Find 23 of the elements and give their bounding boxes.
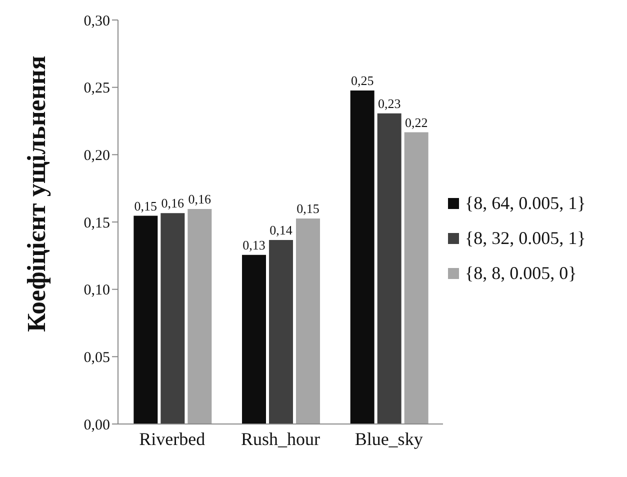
y-tick-label: 0,00: [84, 417, 110, 434]
x-tick-label: Riverbed: [139, 428, 206, 449]
data-label: 0,14: [270, 222, 293, 238]
data-label: 0,15: [296, 200, 320, 216]
legend-label: {8, 64, 0.005, 1}: [465, 193, 586, 214]
data-label: 0,16: [161, 196, 185, 211]
y-tick-label: 0,05: [84, 350, 110, 366]
data-label: 0,15: [134, 198, 158, 214]
legend-label: {8, 8, 0.005, 0}: [465, 263, 577, 284]
y-tick-label: 0,30: [84, 13, 110, 30]
y-tick-label: 0,20: [84, 148, 110, 164]
x-tick-label: Blue_sky: [354, 428, 423, 449]
data-label: 0,16: [188, 192, 212, 207]
y-axis-title: Коефіцієнт ущільнення: [22, 56, 52, 332]
data-label: 0,22: [404, 114, 428, 130]
data-label: 0,25: [350, 73, 374, 88]
y-tick-label: 0,15: [84, 215, 110, 232]
y-tick-label: 0,25: [84, 80, 110, 97]
legend-label: {8, 32, 0.005, 1}: [465, 228, 586, 249]
x-tick-label: Rush_hour: [240, 428, 320, 449]
data-label: 0,13: [242, 237, 266, 252]
data-label: 0,23: [378, 96, 401, 111]
y-tick-label: 0,10: [84, 282, 110, 299]
